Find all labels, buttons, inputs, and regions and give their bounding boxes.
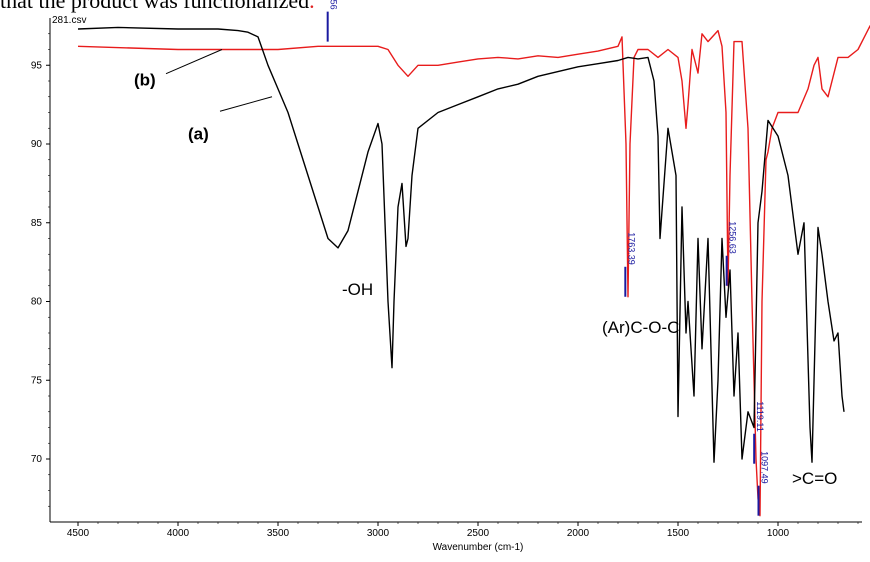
- x-tick-label: 3500: [267, 528, 290, 539]
- annotation: (b): [134, 71, 156, 90]
- x-tick-label: 4000: [167, 528, 190, 539]
- y-tick-label: 90: [31, 139, 43, 150]
- y-tick-label: 95: [31, 60, 43, 71]
- peak-label: 1097.49: [760, 451, 770, 484]
- y-tick-label: 70: [31, 454, 43, 465]
- series-layer: [77, 25, 870, 517]
- annotation-leader-a: [219, 96, 273, 112]
- peak-label: 3251.56: [329, 0, 339, 10]
- annotation: (a): [188, 124, 209, 143]
- x-tick-label: 1500: [667, 528, 690, 539]
- caption-period: .: [309, 0, 315, 13]
- y-tick-label: 85: [31, 218, 43, 229]
- y-tick-label: 75: [31, 375, 43, 386]
- series-line-b: [77, 25, 870, 517]
- peak-markers: 3251.56 1763.39 1256.63 1119.11 1097.49: [326, 0, 770, 516]
- y-tick-label: 80: [31, 297, 43, 308]
- caption-text: that the product was functionalized.: [0, 0, 315, 14]
- axes: 95 90 85 80 75 70 4500 4000 3500 3000 2500 2000 1500…: [31, 18, 870, 539]
- x-tick-label: 2500: [467, 528, 490, 539]
- x-axis-label: Wavenumber (cm-1): [433, 542, 524, 553]
- annotation: -OH: [342, 280, 373, 299]
- annotations: (a) (b) -OH (Ar)C-O-C >C=O: [134, 49, 837, 488]
- peak-label: 1119.11: [755, 401, 765, 432]
- x-tick-label: 2000: [567, 528, 590, 539]
- peak-label: 1256.63: [728, 221, 738, 254]
- peak-label: 1763.39: [626, 232, 636, 265]
- annotation-leader-b: [165, 49, 223, 75]
- file-label: 281.csv: [52, 15, 87, 26]
- x-tick-label: 1000: [767, 528, 790, 539]
- annotation: (Ar)C-O-C: [602, 318, 679, 337]
- x-tick-label: 3000: [367, 528, 390, 539]
- series-line-a: [77, 26, 845, 463]
- x-tick-label: 4500: [67, 528, 90, 539]
- annotation: >C=O: [792, 469, 837, 488]
